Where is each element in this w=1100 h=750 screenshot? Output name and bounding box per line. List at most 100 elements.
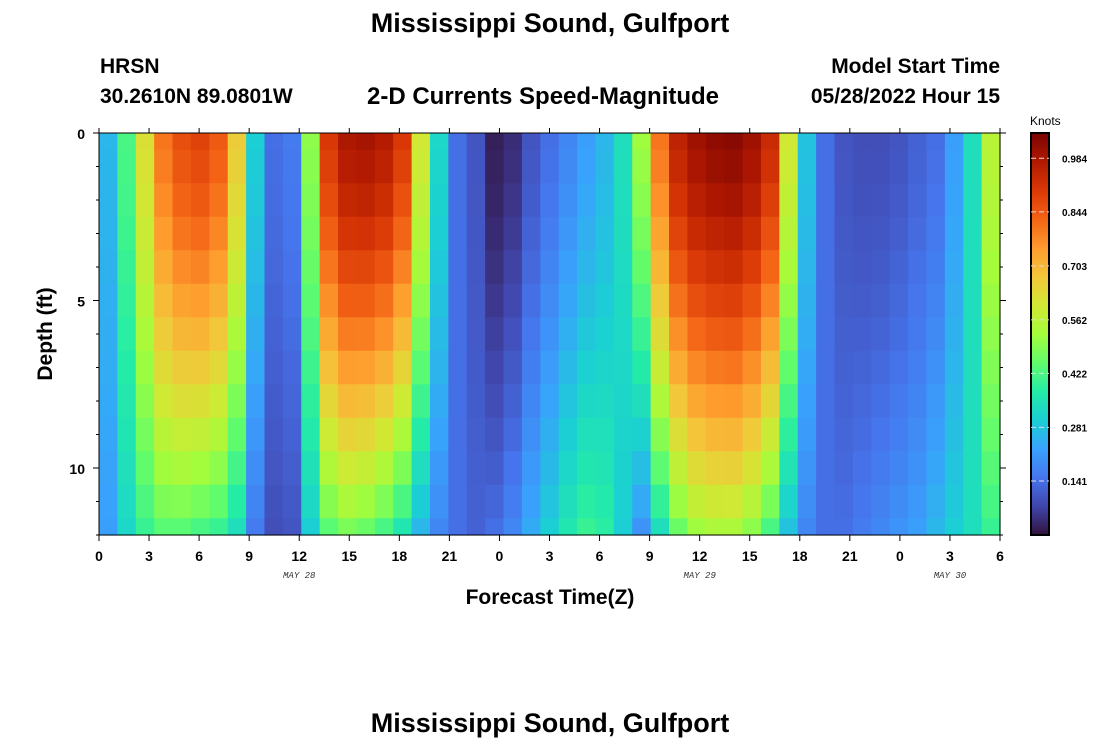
- heatmap-cell: [852, 384, 872, 419]
- heatmap-cell: [577, 451, 597, 486]
- heatmap-cell: [834, 216, 854, 251]
- heatmap-cell: [760, 250, 780, 285]
- heatmap-cell: [577, 149, 597, 184]
- heatmap-cell: [264, 417, 284, 452]
- heatmap-cell: [705, 317, 725, 352]
- heatmap-cell: [503, 484, 523, 519]
- heatmap-cell: [540, 133, 560, 151]
- heatmap-cell: [742, 317, 762, 352]
- heatmap-cell: [650, 183, 670, 218]
- heatmap-cell: [595, 283, 615, 318]
- heatmap-cell: [99, 149, 118, 184]
- heatmap-cell: [172, 451, 192, 486]
- heatmap-cell: [135, 417, 155, 452]
- heatmap-cell: [338, 417, 358, 452]
- footer-title: Mississippi Sound, Gulfport: [370, 708, 730, 738]
- heatmap-cell: [135, 484, 155, 519]
- heatmap-cell: [190, 350, 210, 385]
- heatmap-cell: [411, 183, 431, 218]
- heatmap-cell: [797, 250, 817, 285]
- heatmap-cell: [687, 250, 707, 285]
- heatmap-cell: [908, 484, 928, 519]
- heatmap-cell: [172, 350, 192, 385]
- heatmap-cell: [466, 484, 486, 519]
- heatmap-cell: [908, 518, 928, 536]
- heatmap-cell: [117, 250, 137, 285]
- heatmap-cell: [944, 250, 964, 285]
- heatmap-cell: [264, 216, 284, 251]
- x-tick-label: 12: [692, 548, 708, 564]
- heatmap-cell: [356, 149, 376, 184]
- heatmap-cell: [338, 451, 358, 486]
- heatmap-cell: [374, 518, 394, 536]
- heatmap-cell: [209, 451, 229, 486]
- heatmap-cell: [301, 133, 321, 151]
- heatmap-cell: [779, 133, 799, 151]
- heatmap-cell: [356, 417, 376, 452]
- heatmap-cell: [172, 216, 192, 251]
- heatmap-cell: [338, 518, 358, 536]
- heatmap-cell: [963, 283, 983, 318]
- heatmap-cell: [889, 451, 909, 486]
- heatmap-cell: [356, 518, 376, 536]
- heatmap-cell: [852, 149, 872, 184]
- heatmap-cell: [650, 149, 670, 184]
- heatmap-cell: [687, 317, 707, 352]
- heatmap-cell: [264, 283, 284, 318]
- heatmap-cell: [190, 250, 210, 285]
- heatmap-cell: [650, 417, 670, 452]
- heatmap-cell: [816, 149, 836, 184]
- heatmap-cell: [613, 133, 633, 151]
- heatmap-cell: [448, 451, 468, 486]
- heatmap-cell: [411, 384, 431, 419]
- x-tick-label: 0: [896, 548, 904, 564]
- heatmap-cell: [282, 183, 302, 218]
- station-id: HRSN: [100, 55, 160, 78]
- heatmap-cell: [99, 283, 118, 318]
- heatmap-cell: [595, 216, 615, 251]
- heatmap-cell: [705, 484, 725, 519]
- heatmap-cell: [282, 133, 302, 151]
- heatmap-cell: [632, 183, 652, 218]
- heatmap-cell: [577, 417, 597, 452]
- heatmap-cell: [282, 250, 302, 285]
- heatmap-cell: [117, 518, 137, 536]
- heatmap-cell: [926, 283, 946, 318]
- heatmap-cell: [521, 417, 541, 452]
- heatmap-cell: [429, 250, 449, 285]
- heatmap-cell: [963, 484, 983, 519]
- heatmap-cell: [319, 451, 339, 486]
- heatmap-cell: [429, 317, 449, 352]
- heatmap-cell: [558, 484, 578, 519]
- heatmap-cell: [613, 283, 633, 318]
- heatmap-cell: [908, 183, 928, 218]
- heatmap-cell: [871, 250, 891, 285]
- heatmap-cell: [613, 317, 633, 352]
- heatmap-cell: [209, 518, 229, 536]
- heatmap-cell: [724, 216, 744, 251]
- heatmap-cell: [779, 183, 799, 218]
- heatmap-cell: [466, 451, 486, 486]
- heatmap-cell: [632, 216, 652, 251]
- heatmap-cell: [760, 283, 780, 318]
- colorbar-tick-label: 0.703: [1062, 262, 1087, 273]
- x-tick-label: 6: [195, 548, 203, 564]
- heatmap-cell: [172, 149, 192, 184]
- heatmap-cell: [448, 149, 468, 184]
- heatmap-cell: [705, 250, 725, 285]
- heatmap-cell: [669, 484, 689, 519]
- heatmap-cell: [172, 317, 192, 352]
- heatmap-cell: [135, 133, 155, 151]
- heatmap-cell: [540, 518, 560, 536]
- heatmap-cell: [834, 451, 854, 486]
- heatmap-cell: [190, 133, 210, 151]
- heatmap-cell: [374, 149, 394, 184]
- heatmap-cell: [135, 384, 155, 419]
- station-coordinates: 30.2610N 89.0801W: [100, 85, 293, 108]
- heatmap-cell: [595, 149, 615, 184]
- heatmap-cell: [338, 283, 358, 318]
- heatmap-cell: [448, 133, 468, 151]
- heatmap-cell: [669, 149, 689, 184]
- heatmap-cell: [135, 250, 155, 285]
- heatmap-cell: [669, 451, 689, 486]
